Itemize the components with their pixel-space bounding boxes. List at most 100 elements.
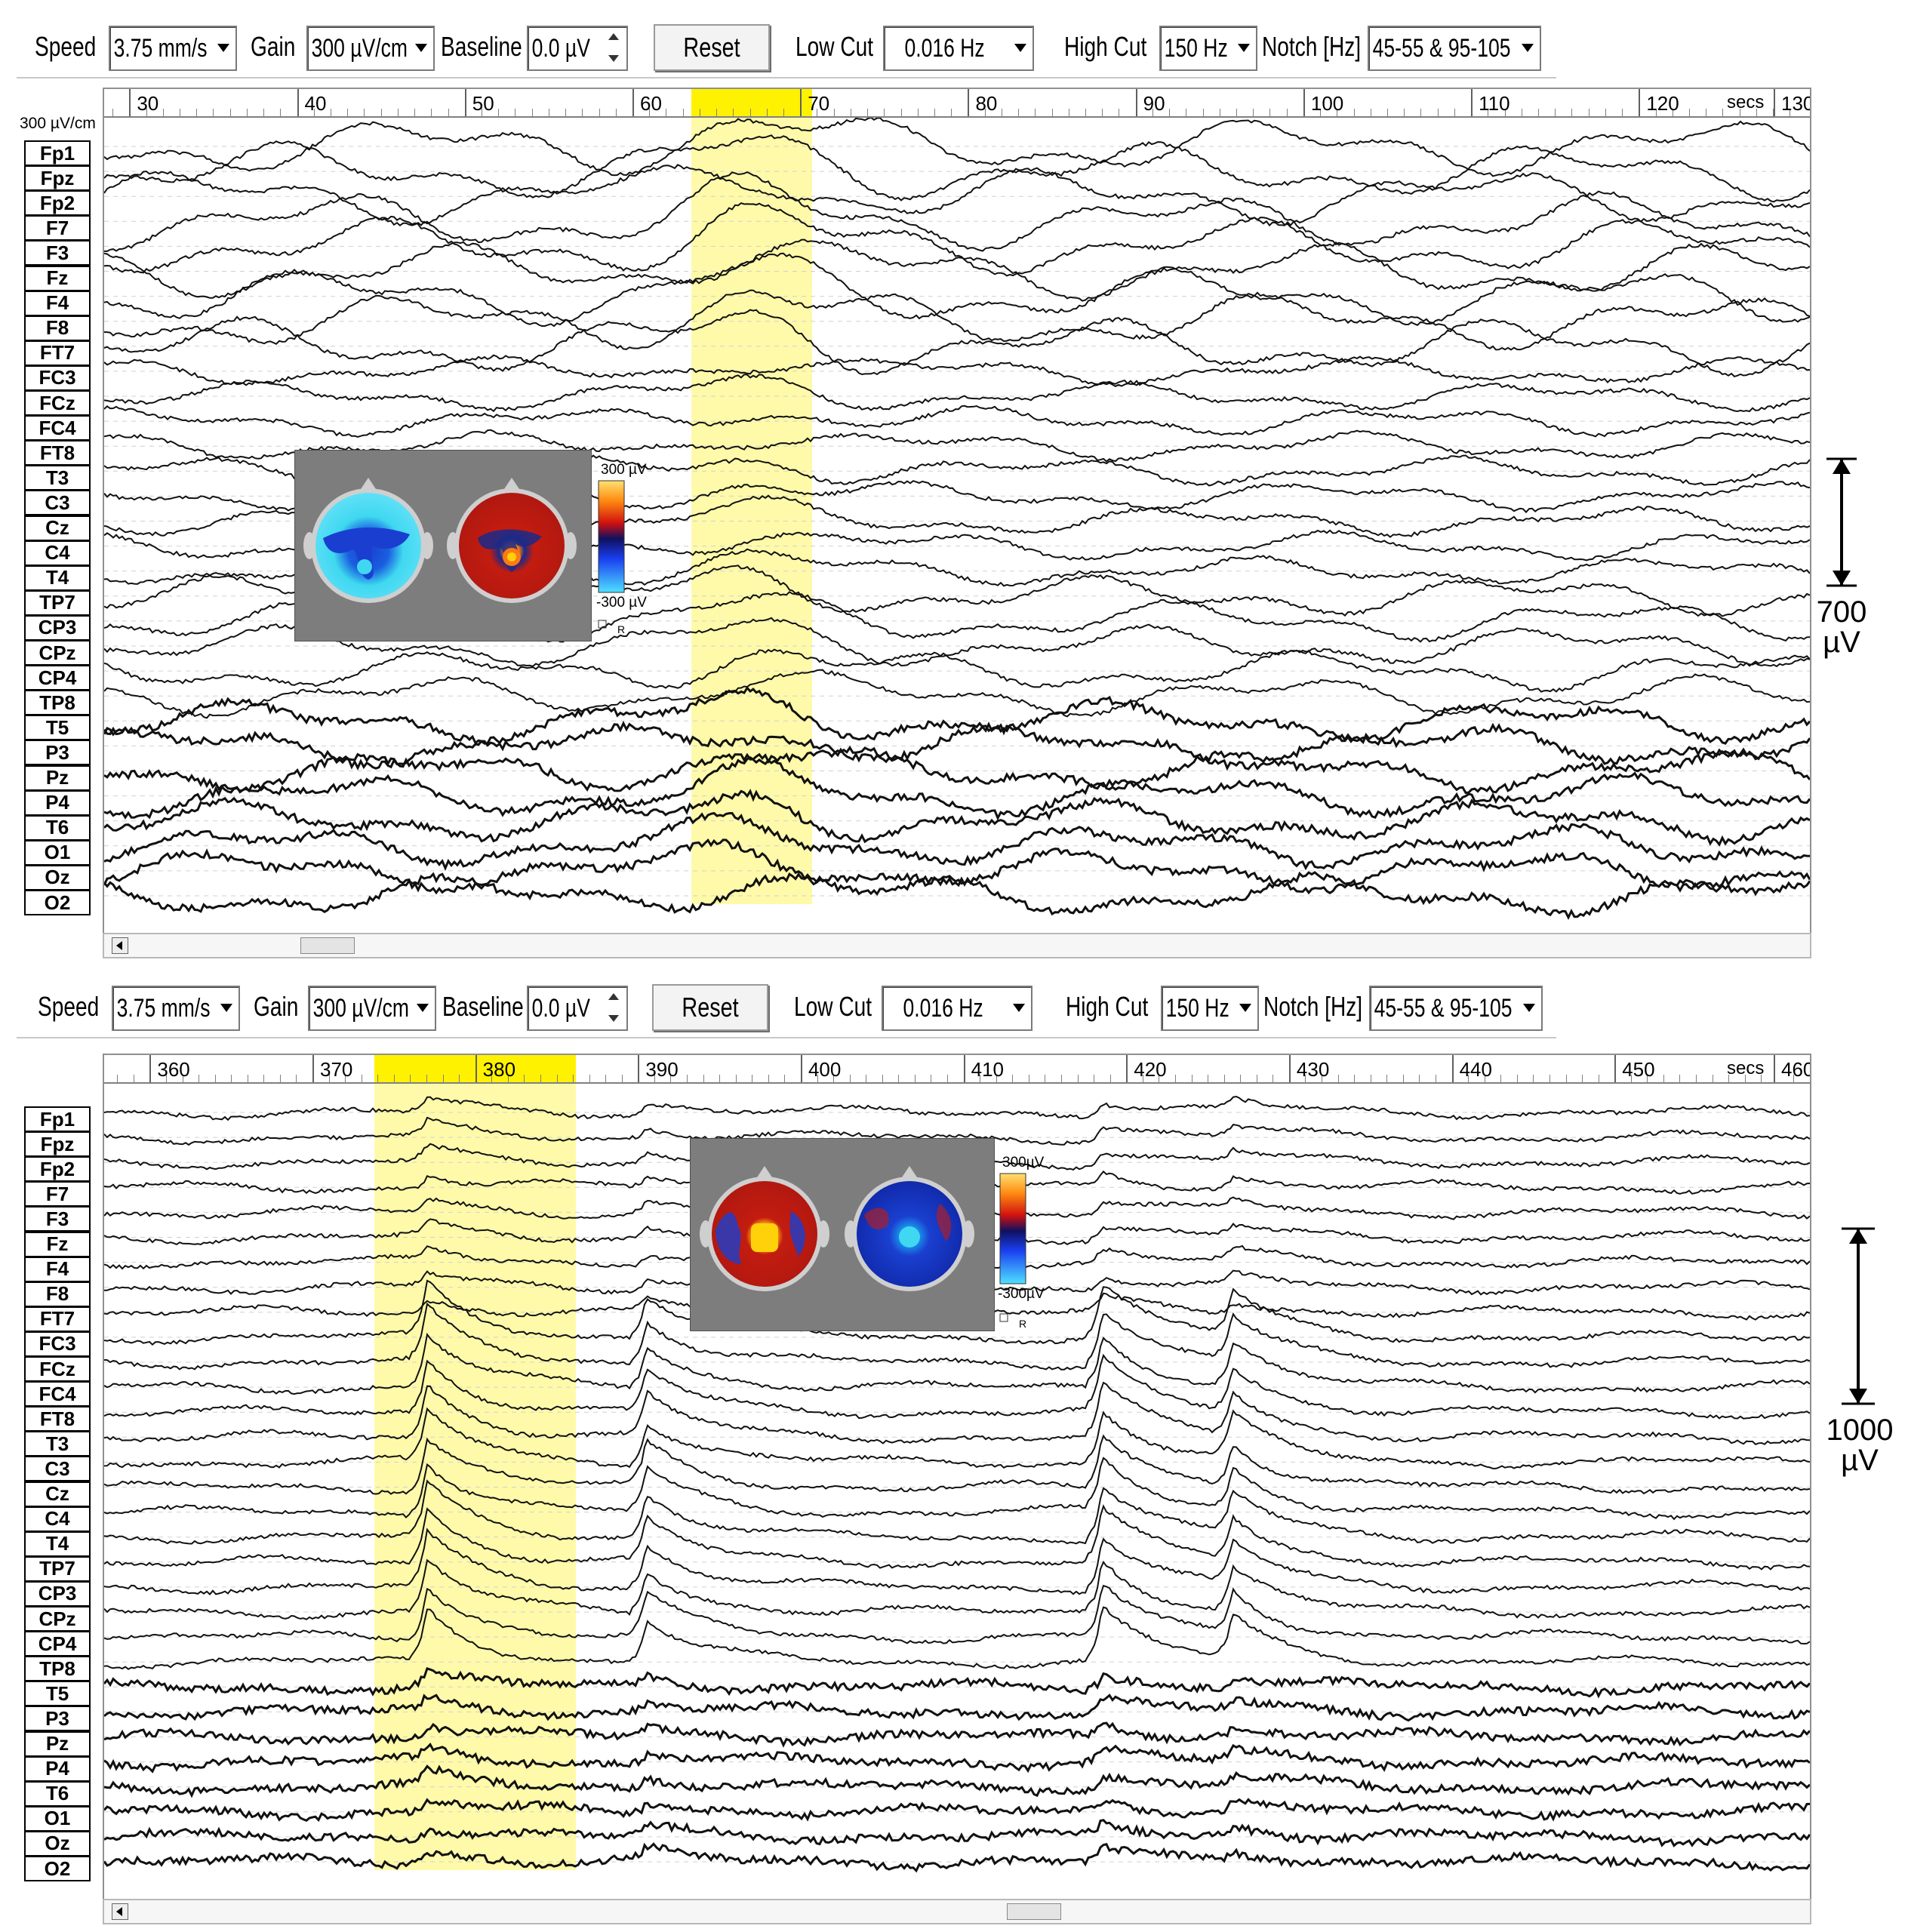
channel-label-f7[interactable]: F7	[24, 1181, 91, 1208]
scroll-thumb[interactable]	[300, 937, 355, 954]
channel-label-cz[interactable]: Cz	[24, 515, 91, 541]
high-cut-select[interactable]: 150 Hz	[1161, 986, 1259, 1031]
minor-tick	[1174, 1075, 1176, 1082]
channel-label-fc4[interactable]: FC4	[24, 1381, 91, 1407]
channel-label-o2[interactable]: O2	[24, 890, 91, 915]
channel-label-ft7[interactable]: FT7	[24, 1306, 91, 1332]
channel-label-f7[interactable]: F7	[24, 215, 91, 242]
eeg-trace-area[interactable]: 30 40 50 60 70 80 90 100 110 120 secs 130	[103, 88, 1811, 936]
channel-label-text: TP8	[39, 691, 75, 714]
horizontal-scrollbar[interactable]	[103, 1899, 1811, 1924]
channel-label-f3[interactable]: F3	[24, 240, 91, 266]
channel-label-t4[interactable]: T4	[24, 565, 91, 591]
horizontal-scrollbar[interactable]	[103, 933, 1811, 958]
selection-highlight[interactable]	[691, 89, 812, 904]
channel-label-cz[interactable]: Cz	[24, 1481, 91, 1507]
channel-label-fcz[interactable]: FCz	[24, 1356, 91, 1382]
channel-label-t6[interactable]: T6	[24, 1780, 91, 1807]
channel-label-f3[interactable]: F3	[24, 1206, 91, 1232]
channel-label-cp4[interactable]: CP4	[24, 1631, 91, 1657]
channel-label-tp8[interactable]: TP8	[24, 690, 91, 716]
channel-label-t4[interactable]: T4	[24, 1531, 91, 1557]
checkbox-label: R	[1019, 1318, 1027, 1330]
selection-highlight-header[interactable]	[691, 89, 812, 116]
channel-label-ft8[interactable]: FT8	[24, 1406, 91, 1432]
channel-label-tp7[interactable]: TP7	[24, 1555, 91, 1582]
channel-label-f4[interactable]: F4	[24, 290, 91, 316]
low-cut-select[interactable]: 0.016 Hz	[883, 26, 1034, 71]
low-cut-select[interactable]: 0.016 Hz	[882, 986, 1032, 1031]
channel-label-fc3[interactable]: FC3	[24, 1331, 91, 1357]
speed-label: Speed	[38, 991, 100, 1022]
notch-select[interactable]: 45-55 & 95-105	[1369, 986, 1543, 1031]
channel-label-cp3[interactable]: CP3	[24, 1580, 91, 1607]
baseline-spinner[interactable]: 0.0 µV	[527, 26, 628, 71]
minor-tick	[1437, 109, 1439, 116]
channel-label-t6[interactable]: T6	[24, 814, 91, 841]
channel-label-o1[interactable]: O1	[24, 839, 91, 866]
channel-label-cp3[interactable]: CP3	[24, 614, 91, 641]
channel-label-fc3[interactable]: FC3	[24, 365, 91, 391]
channel-label-ft7[interactable]: FT7	[24, 340, 91, 366]
channel-label-fpz[interactable]: Fpz	[24, 1131, 91, 1158]
minor-tick	[214, 1075, 216, 1082]
minor-tick	[947, 1075, 949, 1082]
channel-label-f4[interactable]: F4	[24, 1256, 91, 1282]
reset-button[interactable]: Reset	[652, 984, 768, 1031]
channel-label-fp1[interactable]: Fp1	[24, 1106, 91, 1132]
channel-label-t3[interactable]: T3	[24, 1431, 91, 1457]
channel-label-t5[interactable]: T5	[24, 715, 91, 741]
channel-label-tp8[interactable]: TP8	[24, 1656, 91, 1682]
channel-label-pz[interactable]: Pz	[24, 764, 91, 791]
minor-tick	[328, 1075, 330, 1082]
channel-label-oz[interactable]: Oz	[24, 1830, 91, 1857]
channel-label-f8[interactable]: F8	[24, 315, 91, 341]
scroll-thumb[interactable]	[1007, 1903, 1061, 1920]
eeg-trace-area[interactable]: 360 370 380 390 400 410 420 430 440 450 secs 460	[103, 1054, 1811, 1902]
channel-label-cpz[interactable]: CPz	[24, 1606, 91, 1632]
channel-label-ft8[interactable]: FT8	[24, 440, 91, 466]
channel-label-o1[interactable]: O1	[24, 1805, 91, 1832]
channel-label-t5[interactable]: T5	[24, 1681, 91, 1707]
channel-label-t3[interactable]: T3	[24, 465, 91, 491]
spinner-arrows-icon[interactable]	[605, 30, 623, 65]
channel-label-cpz[interactable]: CPz	[24, 640, 91, 666]
speed-select[interactable]: 3.75 mm/s	[112, 986, 240, 1031]
channel-label-oz[interactable]: Oz	[24, 864, 91, 891]
channel-label-p4[interactable]: P4	[24, 789, 91, 816]
spinner-arrows-icon[interactable]	[605, 990, 623, 1025]
channel-label-p3[interactable]: P3	[24, 740, 91, 766]
channel-label-fp2[interactable]: Fp2	[24, 1156, 91, 1183]
channel-label-fp1[interactable]: Fp1	[24, 140, 91, 166]
channel-label-cp4[interactable]: CP4	[24, 665, 91, 691]
channel-label-c4[interactable]: C4	[24, 1506, 91, 1532]
channel-label-c4[interactable]: C4	[24, 540, 91, 566]
channel-label-text: F8	[45, 316, 69, 340]
channel-label-c3[interactable]: C3	[24, 1456, 91, 1482]
channel-label-pz[interactable]: Pz	[24, 1730, 91, 1757]
high-cut-select[interactable]: 150 Hz	[1159, 26, 1257, 71]
channel-label-fcz[interactable]: FCz	[24, 390, 91, 416]
channel-label-p3[interactable]: P3	[24, 1706, 91, 1732]
channel-label-p4[interactable]: P4	[24, 1755, 91, 1782]
channel-label-tp7[interactable]: TP7	[24, 589, 91, 616]
selection-highlight-header[interactable]	[374, 1055, 577, 1082]
gain-select[interactable]: 300 µV/cm	[308, 986, 436, 1031]
channel-label-fc4[interactable]: FC4	[24, 415, 91, 441]
channel-label-fpz[interactable]: Fpz	[24, 165, 91, 192]
channel-label-c3[interactable]: C3	[24, 490, 91, 516]
channel-label-f8[interactable]: F8	[24, 1281, 91, 1307]
notch-select[interactable]: 45-55 & 95-105	[1368, 26, 1541, 71]
channel-label-o2[interactable]: O2	[24, 1856, 91, 1881]
selection-highlight[interactable]	[374, 1055, 577, 1870]
speed-select[interactable]: 3.75 mm/s	[109, 26, 237, 71]
scroll-left-icon[interactable]	[112, 1903, 128, 1920]
channel-label-fz[interactable]: Fz	[24, 265, 91, 291]
minor-tick	[165, 1075, 167, 1082]
channel-label-fp2[interactable]: Fp2	[24, 190, 91, 217]
baseline-spinner[interactable]: 0.0 µV	[527, 986, 628, 1031]
reset-button[interactable]: Reset	[654, 24, 770, 71]
scroll-left-icon[interactable]	[112, 937, 128, 954]
gain-select[interactable]: 300 µV/cm	[306, 26, 435, 71]
channel-label-fz[interactable]: Fz	[24, 1231, 91, 1257]
